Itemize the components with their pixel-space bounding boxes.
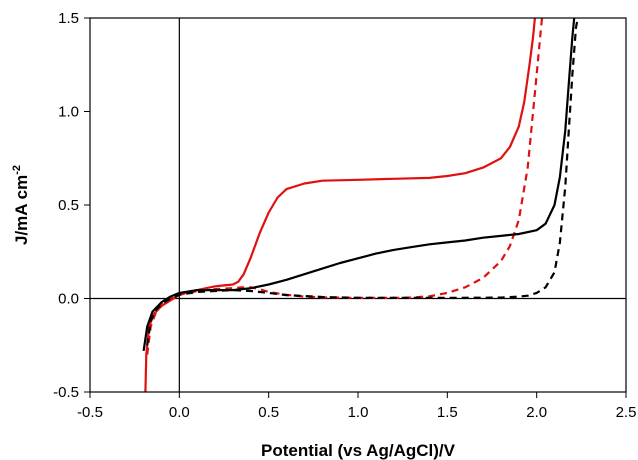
y-axis-label-superscript: -2 (11, 165, 23, 175)
series-line-3 (142, 17, 576, 352)
x-tick-label: 1.0 (348, 404, 369, 421)
zero-reference-lines (90, 18, 626, 392)
y-tick-label: 1.5 (58, 10, 79, 27)
y-tick-labels: -0.5 0.0 0.5 1.0 1.5 (53, 10, 79, 401)
series-line-1 (144, 17, 536, 393)
plot-frame (89, 17, 627, 393)
x-tick-labels: -0.5 0.0 0.5 1.0 1.5 2.0 2.5 (77, 404, 636, 421)
x-axis-label: Potential (vs Ag/AgCl)/V (261, 441, 456, 460)
series-group (142, 17, 579, 393)
y-tick-label: 0.0 (58, 291, 79, 308)
series-line-2 (146, 17, 544, 355)
series-line-4 (146, 17, 579, 346)
tick-marks (84, 17, 627, 398)
y-tick-label: 0.5 (58, 197, 79, 214)
x-tick-label: 2.5 (616, 404, 637, 421)
x-tick-label: 0.5 (258, 404, 279, 421)
y-tick-label: -0.5 (53, 384, 79, 401)
y-axis-label-main: J/mA cm (12, 175, 31, 245)
x-tick-label: 2.0 (526, 404, 547, 421)
y-tick-label: 1.0 (58, 104, 79, 121)
y-axis-label: J/mA cm-2 (11, 165, 31, 245)
x-tick-label: 1.5 (437, 404, 458, 421)
x-tick-label: 0.0 (169, 404, 190, 421)
x-tick-label: -0.5 (77, 404, 103, 421)
